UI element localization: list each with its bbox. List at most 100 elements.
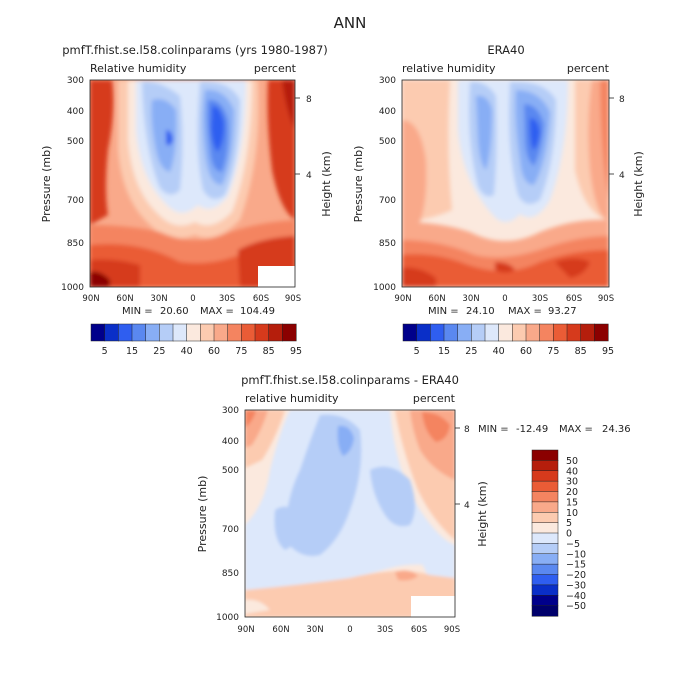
panel-obs-left-label: relative humidity [402,62,496,75]
model-ylabel: Pressure (mb) [40,146,53,223]
obs-min-label: MIN = [428,306,459,317]
colorbar-diff-swatch [531,605,559,617]
colorbar-model-swatch [282,323,297,342]
panel-diff-right-label: percent [413,392,456,405]
colorbar-diff-swatch [531,480,559,493]
diff-ytick-850: 850 [222,569,239,579]
model-ytick-1000: 1000 [61,283,84,293]
colorbar-obs: 5 15 25 40 60 75 85 95 [402,323,614,357]
panel-diff-left-label: relative humidity [245,392,339,405]
colorbar-diff-label: −5 [566,539,580,550]
obs-xtick-0: 0 [502,294,507,304]
colorbar-diff-label: 30 [566,477,578,488]
colorbar-model-label: 40 [181,346,193,357]
obs-y2tick-4: 4 [619,171,625,181]
obs-ylabel: Pressure (mb) [352,146,365,223]
colorbar-model-swatch [159,323,174,342]
diff-ytick-700: 700 [222,525,239,535]
colorbar-diff-label: −10 [566,549,586,560]
panel-model-left-label: Relative humidity [90,62,187,75]
model-band-blue4b [166,130,173,146]
colorbar-obs-label: 60 [520,346,532,357]
colorbar-diff-label: 40 [566,466,578,477]
colorbar-diff-label: −20 [566,570,586,581]
colorbar-diff-swatch [531,532,559,544]
obs-ytick-850: 850 [379,239,396,249]
colorbar-model-swatch [145,323,160,342]
colorbar-obs-swatch [484,323,500,342]
colorbar-model-swatch [241,323,256,342]
colorbar-diff-swatch [531,543,559,555]
model-xtick-60s: 60S [253,294,269,304]
colorbar-obs-swatch [402,323,418,342]
panel-model-y-ticks: 300 400 500 700 850 1000 [61,76,84,293]
colorbar-diff-label: 50 [566,456,578,467]
panel-diff-frame [244,409,456,618]
diff-xtick-0: 0 [347,625,352,635]
model-y2label: Height (km) [320,151,333,217]
model-xtick-0: 0 [190,294,195,304]
model-band-blue2 [151,99,177,172]
colorbar-diff-swatch [531,491,559,503]
model-ytick-300: 300 [67,76,84,86]
diff-y2tick-4: 4 [464,501,470,511]
panel-obs-contours [402,80,609,287]
colorbar-model-swatch [254,323,270,342]
colorbar-diff-swatch [531,460,559,472]
diff-band-bottom-orange [395,570,418,581]
diff-band-blue-left [274,506,300,550]
obs-xtick-30s: 30S [532,294,548,304]
obs-band-lower-dark-right [555,258,590,278]
colorbar-obs-swatch [443,323,459,342]
diff-band-topright-red [422,412,450,442]
model-min-label: MIN = [122,306,153,317]
obs-y2label: Height (km) [632,151,645,217]
model-band-blue4 [211,105,225,152]
obs-band-lower-dark-mid [495,262,515,273]
colorbar-diff-swatch [531,470,559,482]
diff-band-bottom-left-light [245,599,270,614]
diff-xtick-30s: 30S [377,625,393,635]
model-band-upper-left-dark [90,80,114,225]
diff-max-label: MAX = [559,424,593,435]
colorbar-obs-swatch [512,323,527,342]
panel-obs: ERA40 relative humidity percent [352,43,645,357]
colorbar-obs-swatch [416,323,431,342]
model-missing-data-box [258,266,295,287]
colorbar-diff-label: −50 [566,601,586,612]
panel-diff-title: pmfT.fhist.se.l58.colinparams - ERA40 [241,373,459,387]
colorbar-model-swatch [104,323,119,342]
obs-ytick-700: 700 [379,196,396,206]
colorbar-model-swatch [90,323,106,342]
panel-obs-frame [401,79,610,288]
colorbar-obs-swatch [539,323,554,342]
obs-max-label: MAX = [508,306,542,317]
diff-band-topleft-red [245,410,256,428]
panel-obs-y2-ticks: 8 4 [609,95,625,181]
model-ytick-400: 400 [67,107,84,117]
obs-ytick-1000: 1000 [373,283,396,293]
colorbar-model-label: 75 [235,346,247,357]
diff-xtick-90s: 90S [444,625,460,635]
colorbar-diff-label: 5 [566,518,572,529]
panel-model-y2-ticks: 8 4 [295,95,312,181]
panel-obs-title: ERA40 [487,43,524,57]
panel-model-x-ticks: 90N 60N 30N 0 30S 60S 90S [82,294,301,304]
obs-xtick-60n: 60N [428,294,445,304]
model-ytick-700: 700 [67,196,84,206]
panel-model-right-label: percent [254,62,297,75]
obs-max-value: 93.27 [548,306,577,317]
obs-xtick-90s: 90S [598,294,614,304]
model-max-label: MAX = [200,306,234,317]
panel-diff-y-ticks: 300 400 500 700 850 1000 [216,406,239,623]
diff-ytick-500: 500 [222,466,239,476]
diff-xtick-90n: 90N [237,625,254,635]
colorbar-diff-swatch [531,563,559,576]
page-title: ANN [334,14,367,32]
diff-ytick-400: 400 [222,437,239,447]
colorbar-obs-swatch [430,323,445,342]
obs-ytick-300: 300 [379,76,396,86]
obs-xtick-30n: 30N [462,294,479,304]
obs-xtick-90n: 90N [394,294,411,304]
colorbar-obs-swatch [471,323,486,342]
